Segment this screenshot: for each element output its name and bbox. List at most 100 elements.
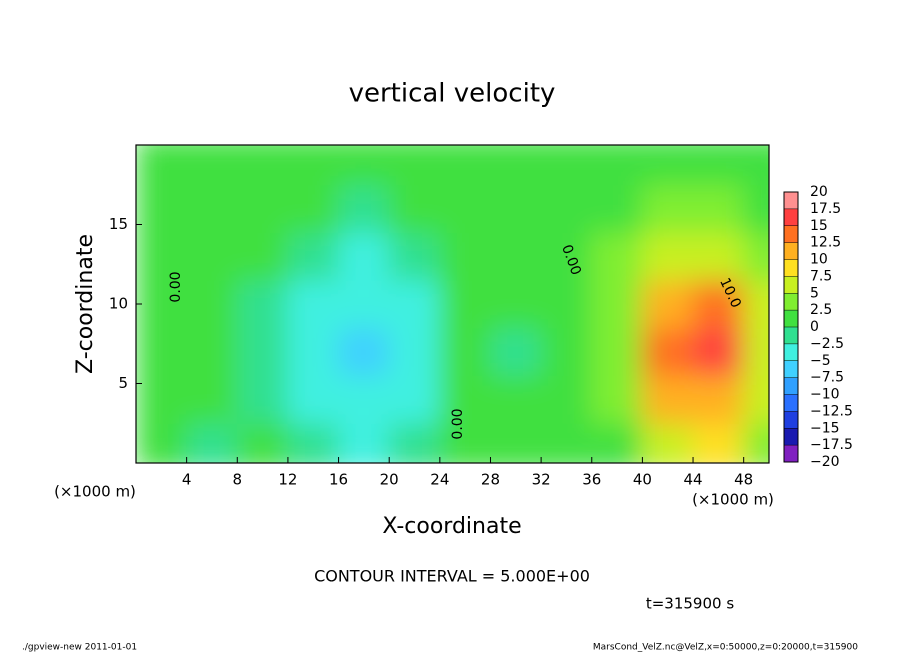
colorbar-label: −15 (810, 420, 840, 436)
heatmap-cell (236, 375, 289, 424)
footer-left: ./gpview-new 2011-01-01 (22, 643, 137, 653)
heatmap-cell (591, 327, 643, 377)
colorbar-label: 12.5 (810, 235, 841, 251)
colorbar-band (784, 428, 798, 446)
heatmap-cell (287, 422, 340, 463)
heatmap-cell (136, 145, 188, 186)
heatmap-cell (489, 422, 542, 463)
colorbar-label: −12.5 (810, 403, 853, 419)
heatmap-cell (489, 231, 542, 281)
heatmap-cell (287, 231, 340, 281)
colorbar-band (784, 208, 798, 226)
heatmap-cell (743, 375, 769, 424)
x-tick-label: 16 (329, 471, 348, 489)
x-axis-label: X-coordinate (382, 514, 521, 539)
heatmap-cell (388, 231, 441, 281)
heatmap-cell (236, 422, 289, 463)
footer-right: MarsCond_VelZ.nc@VelZ,x=0:50000,z=0:2000… (593, 643, 858, 653)
heatmap-cell (136, 327, 188, 377)
heatmap-cell (591, 375, 643, 424)
y-tick-label: 15 (109, 215, 128, 233)
heatmap-cell (439, 422, 491, 463)
heatmap-cell (287, 184, 340, 233)
x-tick-label: 8 (233, 471, 243, 489)
colorbar-band (784, 276, 798, 294)
heatmap-cell (540, 422, 593, 463)
heatmap-cell (388, 145, 441, 186)
heatmap-cell (136, 231, 188, 281)
x-unit-label: (×1000 m) (692, 491, 774, 509)
heatmap-cell (692, 184, 745, 233)
heatmap-cell (591, 422, 643, 463)
heatmap-cell (236, 231, 289, 281)
heatmap-cell (641, 279, 694, 329)
time-label: t=315900 s (646, 595, 734, 613)
heatmap-cell (439, 327, 491, 377)
heatmap-cell (287, 279, 340, 329)
colorbar-band (784, 242, 798, 260)
heatmap-cell (591, 279, 643, 329)
heatmap-cell (591, 145, 643, 186)
heatmap-cell (540, 184, 593, 233)
x-tick-label: 36 (582, 471, 601, 489)
heatmap-cell (287, 145, 340, 186)
heatmap-cell (489, 375, 542, 424)
contour-label: 0.00 (168, 271, 184, 302)
heatmap-cell (388, 279, 441, 329)
heatmap-cell (641, 145, 694, 186)
heatmap (136, 145, 769, 463)
colorbar-label: 20 (810, 184, 828, 200)
x-tick-label: 44 (683, 471, 702, 489)
heatmap-cell (186, 375, 238, 424)
heatmap-cell (641, 422, 694, 463)
colorbar-band (784, 445, 798, 462)
colorbar-label: −7.5 (810, 370, 844, 386)
heatmap-cell (287, 327, 340, 377)
x-tick-label: 28 (481, 471, 500, 489)
heatmap-cell (743, 327, 769, 377)
heatmap-cell (692, 375, 745, 424)
heatmap-cell (489, 184, 542, 233)
chart-title: vertical velocity (349, 79, 556, 109)
heatmap-cell (692, 422, 745, 463)
colorbar-label: −10 (810, 387, 840, 403)
heatmap-cell (136, 375, 188, 424)
heatmap-cell (338, 231, 390, 281)
x-tick-label: 20 (380, 471, 399, 489)
heatmap-cells (136, 145, 769, 463)
heatmap-cell (591, 184, 643, 233)
colorbar-label: −17.5 (810, 437, 853, 453)
heatmap-cell (743, 231, 769, 281)
heatmap-cell (743, 145, 769, 186)
y-axis-label: Z-coordinate (73, 234, 98, 374)
heatmap-cell (236, 184, 289, 233)
heatmap-cell (287, 375, 340, 424)
x-tick-label: 48 (734, 471, 753, 489)
heatmap-cell (540, 375, 593, 424)
heatmap-cell (641, 375, 694, 424)
colorbar-band (784, 310, 798, 327)
heatmap-cell (388, 327, 441, 377)
heatmap-cell (338, 279, 390, 329)
heatmap-cell (743, 279, 769, 329)
contour-label: 0.00 (450, 408, 466, 439)
colorbar-band (784, 360, 798, 378)
y-tick-label: 10 (109, 295, 128, 313)
colorbar-label: 15 (810, 218, 828, 234)
heatmap-cell (641, 327, 694, 377)
colorbar-label: −2.5 (810, 336, 844, 352)
heatmap-cell (186, 145, 238, 186)
heatmap-cell (540, 279, 593, 329)
heatmap-cell (388, 184, 441, 233)
heatmap-cell (439, 375, 491, 424)
x-tick-label: 12 (278, 471, 297, 489)
heatmap-cell (186, 231, 238, 281)
heatmap-cell (489, 279, 542, 329)
colorbar-label: 17.5 (810, 201, 841, 217)
heatmap-cell (439, 279, 491, 329)
colorbar-band (784, 327, 798, 344)
heatmap-cell (236, 279, 289, 329)
heatmap-cell (338, 422, 390, 463)
x-tick-label: 24 (430, 471, 449, 489)
colorbar-label: −5 (810, 353, 831, 369)
